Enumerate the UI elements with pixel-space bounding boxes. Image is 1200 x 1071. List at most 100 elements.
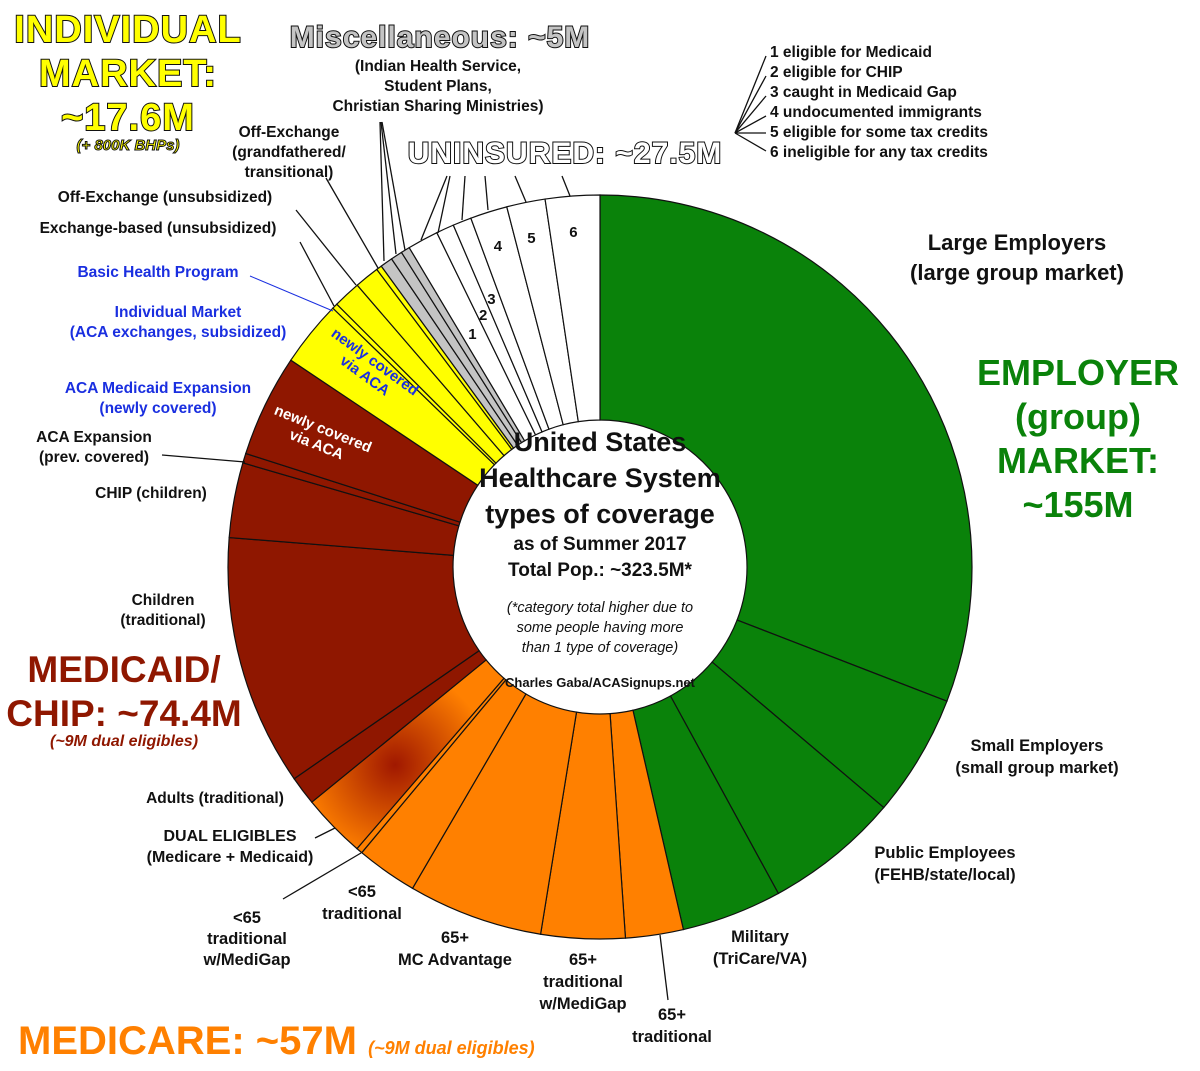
text-line: Individual Market: [114, 304, 242, 321]
leader-line-exch-unsub: [299, 241, 335, 307]
leader-line-legend-3: [734, 95, 767, 134]
label-basic-health-program: Basic Health Program: [77, 263, 238, 283]
text-line: CHIP (children): [95, 485, 207, 502]
medicare-subheading: (~9M dual eligibles): [368, 1038, 535, 1058]
text-line: (ACA exchanges, subsidized): [69, 324, 287, 341]
uninsured-number-label: 3: [487, 290, 496, 308]
chart-credit: Charles Gaba/ACASignups.net: [505, 675, 695, 690]
heading-line: EMPLOYER: [976, 352, 1180, 393]
text-line: 65+: [441, 929, 469, 947]
chart-note: than 1 type of coverage): [521, 640, 679, 656]
leader-line-legend-1: [734, 55, 767, 134]
text-line: Basic Health Program: [77, 264, 239, 281]
label-offexchange-unsubsidized: Off-Exchange (unsubsidized): [58, 188, 272, 208]
legend-item: 5 eligible for some tax credits: [770, 124, 988, 141]
legend-item: 2 eligible for CHIP: [770, 64, 903, 81]
text-line: (TriCare/VA): [712, 950, 808, 968]
heading-line: CHIP: ~74.4M: [6, 693, 242, 734]
leader-line-bhp: [249, 275, 334, 312]
uninsured-number-label: 6: [569, 223, 578, 241]
uninsured-legend: 1 eligible for Medicaid 2 eligible for C…: [770, 43, 988, 163]
uninsured-number-label: 1: [468, 325, 477, 343]
text-line: traditional: [632, 1028, 712, 1046]
text-line: w/MediGap: [539, 995, 627, 1013]
heading-line: ~17.6M: [60, 96, 195, 140]
text-line: 65+: [657, 1006, 686, 1024]
chart-title: types of coverage: [485, 499, 715, 529]
leader-line-legend-4: [734, 115, 767, 134]
chart-title: Healthcare System: [479, 463, 721, 493]
text-line: traditional: [207, 930, 287, 948]
text-line: Children: [131, 592, 195, 609]
individual-market-heading: INDIVIDUAL MARKET: ~17.6M: [13, 8, 241, 140]
chart-title: United States: [513, 427, 687, 457]
text-line: transitional): [244, 164, 334, 181]
legend-item: 4 undocumented immigrants: [770, 104, 982, 121]
medicare-heading: MEDICARE: ~57M (~9M dual eligibles): [18, 1018, 535, 1071]
legend-item: 6 ineligible for any tax credits: [770, 144, 988, 161]
text-line: Adults (traditional): [146, 790, 284, 807]
uninsured-number-label: 4: [493, 238, 503, 256]
individual-market-subheading: (+ 800K BHPs): [76, 137, 180, 155]
uninsured-heading: UNINSURED: ~27.5M: [407, 136, 723, 171]
text-line: <65: [347, 883, 376, 901]
text-line: (newly covered): [99, 400, 217, 417]
heading-line: (group): [1015, 396, 1141, 437]
text-line: (small group market): [955, 759, 1119, 777]
label-exchange-unsubsidized: Exchange-based (unsubsidized): [40, 219, 277, 239]
label-public-employees: Public Employees (FEHB/state/local): [874, 842, 1015, 886]
leader-line-unins-6: [561, 175, 571, 197]
text-line: DUAL ELIGIBLES: [163, 828, 297, 845]
heading-text: MEDICARE: ~57M: [18, 1019, 357, 1063]
misc-heading: Miscellaneous: ~5M: [289, 20, 591, 55]
leader-line-misc-3: [381, 121, 406, 251]
text-line: ACA Expansion: [36, 429, 152, 446]
text-line: Public Employees: [874, 844, 1016, 862]
heading-line: MARKET:: [38, 52, 217, 96]
heading-line: ~155M: [1022, 484, 1134, 525]
leader-line-65-trad: [659, 934, 669, 1001]
label-large-employers: Large Employers (large group market): [910, 228, 1124, 288]
label-u65-traditional: <65 traditional: [322, 881, 402, 925]
label-65-traditional: 65+ traditional: [632, 1004, 712, 1048]
label-65-medigap: 65+ traditional w/MediGap: [539, 949, 626, 1015]
label-offexchange-grandfathered: Off-Exchange (grandfathered/transitional): [232, 123, 346, 183]
label-small-employers: Small Employers (small group market): [955, 735, 1118, 779]
text-line: (Medicare + Medicaid): [146, 849, 314, 866]
slice-uninsured-28: [544, 194, 601, 423]
uninsured-number-label: 5: [527, 229, 536, 247]
label-65-mc-advantage: 65+ MC Advantage: [398, 927, 512, 971]
slice-medicaid-11: [227, 536, 480, 780]
chart-note: some people having more: [516, 620, 684, 636]
employer-heading: EMPLOYER (group) MARKET: ~155M: [977, 351, 1179, 527]
leader-line-aca-prev: [161, 454, 246, 463]
text-line: traditional: [322, 905, 402, 923]
text-line: Student Plans,: [384, 78, 492, 95]
label-children-traditional: Children (traditional): [120, 591, 205, 631]
text-line: ACA Medicaid Expansion: [64, 380, 252, 397]
text-line: 65+: [569, 951, 597, 969]
misc-subheading: (Indian Health Service, Student Plans, C…: [332, 57, 543, 117]
text-line: Small Employers: [970, 737, 1104, 755]
medicaid-heading: MEDICAID/ CHIP: ~74.4M: [6, 648, 241, 736]
slice-employer-0: [599, 194, 973, 702]
text-line: MC Advantage: [398, 951, 512, 969]
legend-item: 3 caught in Medicaid Gap: [770, 84, 957, 101]
leader-line-unins-5: [514, 175, 527, 203]
leader-line-unins-4: [484, 175, 489, 211]
chart-note: (*category total higher due to: [506, 600, 694, 616]
leader-line-offex-unsub: [295, 209, 357, 286]
text-line: (grandfathered/: [232, 144, 346, 161]
chart-subtitle: Total Pop.: ~323.5M*: [508, 560, 692, 581]
text-line: w/MediGap: [203, 951, 291, 969]
label-chip: CHIP (children): [95, 484, 207, 504]
uninsured-number-label: 2: [479, 307, 488, 325]
text-line: Christian Sharing Ministries): [332, 98, 544, 115]
leader-line-misc-1: [379, 121, 385, 262]
text-line: Off-Exchange: [238, 124, 340, 141]
leader-line-u65-medigap: [282, 852, 362, 900]
label-dual-eligibles: DUAL ELIGIBLES (Medicare + Medicaid): [147, 826, 314, 868]
leader-line-legend-2: [734, 75, 767, 134]
leader-line-unins-1: [420, 175, 448, 241]
